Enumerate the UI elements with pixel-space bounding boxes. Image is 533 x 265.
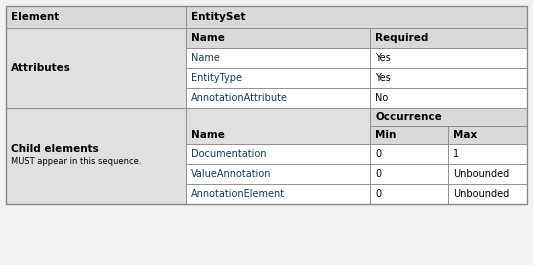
Text: Documentation: Documentation (191, 149, 266, 159)
Bar (448, 144, 527, 164)
Text: Element: Element (11, 12, 59, 22)
Bar (370, 164, 448, 184)
Text: 0: 0 (375, 149, 381, 159)
Bar (186, 184, 370, 204)
Text: Min: Min (375, 130, 397, 140)
Bar (370, 126, 448, 144)
Text: Required: Required (375, 33, 429, 43)
Text: Name: Name (191, 53, 220, 63)
Bar (186, 164, 370, 184)
Text: Max: Max (453, 130, 477, 140)
Bar (186, 144, 370, 164)
Bar (6, 28, 186, 108)
Bar (186, 108, 370, 144)
Text: Name: Name (191, 130, 225, 140)
Text: Unbounded: Unbounded (453, 189, 509, 199)
Text: EntitySet: EntitySet (191, 12, 246, 22)
Text: MUST appear in this sequence.: MUST appear in this sequence. (11, 157, 141, 166)
Bar (370, 108, 527, 126)
Bar (370, 88, 527, 108)
Bar (448, 164, 527, 184)
Text: 1: 1 (453, 149, 459, 159)
Text: 0: 0 (375, 169, 381, 179)
Bar (370, 28, 527, 48)
Text: AnnotationAttribute: AnnotationAttribute (191, 93, 288, 103)
Bar (6, 108, 186, 204)
Text: Yes: Yes (375, 53, 391, 63)
Bar (370, 48, 527, 68)
Bar (186, 48, 370, 68)
Text: 0: 0 (375, 189, 381, 199)
Bar (370, 184, 448, 204)
Bar (370, 144, 448, 164)
Bar (448, 184, 527, 204)
Text: Yes: Yes (375, 73, 391, 83)
Bar (370, 68, 527, 88)
Text: Unbounded: Unbounded (453, 169, 509, 179)
Text: No: No (375, 93, 388, 103)
Bar (186, 68, 370, 88)
Text: AnnotationElement: AnnotationElement (191, 189, 285, 199)
Text: Attributes: Attributes (11, 63, 71, 73)
Bar (186, 6, 527, 28)
Bar (186, 88, 370, 108)
Text: Occurrence: Occurrence (375, 112, 442, 122)
Text: EntityType: EntityType (191, 73, 242, 83)
Bar (6, 6, 186, 28)
Bar (186, 28, 370, 48)
Bar (6, 6, 527, 204)
Text: Child elements: Child elements (11, 144, 99, 154)
Bar (448, 126, 527, 144)
Text: ValueAnnotation: ValueAnnotation (191, 169, 271, 179)
Text: Name: Name (191, 33, 225, 43)
